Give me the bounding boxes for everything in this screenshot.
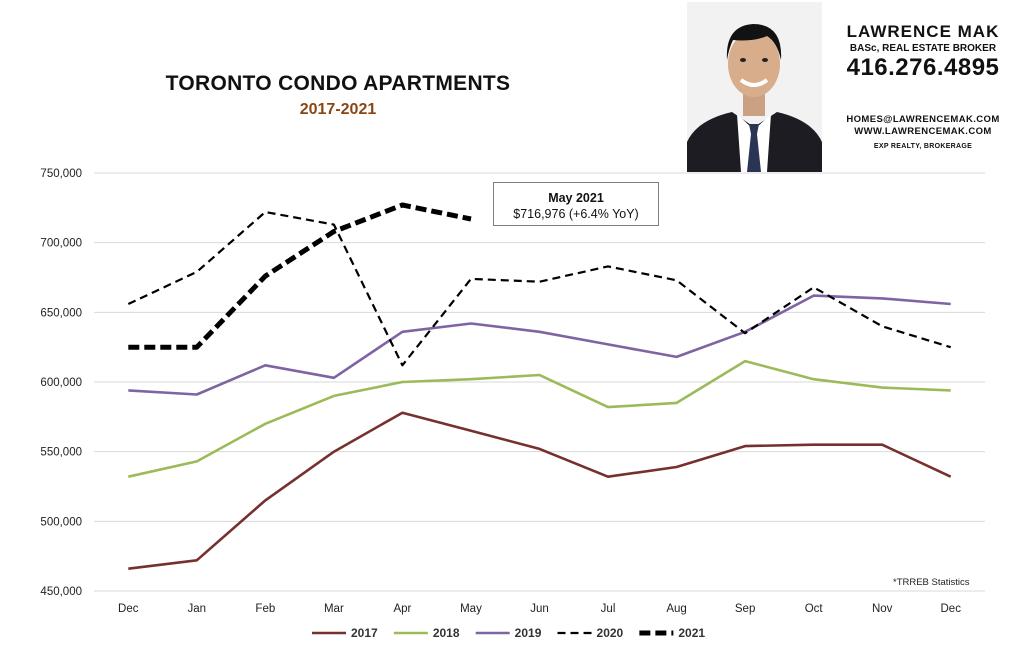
x-tick-label: Jun — [530, 603, 549, 615]
source-note: *TRREB Statistics — [893, 577, 970, 588]
chart-title: TORONTO CONDO APARTMENTS — [165, 72, 511, 95]
callout-line-2: $716,976 (+6.4% YoY) — [513, 207, 639, 221]
x-tick-label: Jan — [188, 603, 207, 615]
x-tick-label: Feb — [255, 603, 275, 615]
agent-email: HOMES@LAWRENCEMAK.COM — [846, 114, 1000, 125]
series-lines — [127, 202, 952, 570]
legend-item-2017: 2017 — [312, 626, 378, 640]
legend-label: 2019 — [515, 626, 542, 640]
legend-label: 2020 — [597, 626, 624, 640]
series-line-2019 — [128, 294, 951, 396]
agent-brokerage: EXP REALTY, BROKERAGE — [873, 143, 973, 150]
y-tick-label: 700,000 — [40, 238, 82, 250]
series-line-2018 — [128, 359, 951, 478]
x-tick-label: Nov — [872, 603, 893, 615]
agent-photo — [687, 2, 822, 172]
y-axis: 450,000 500,000 550,000 600,000 650,000 700,0… — [40, 168, 82, 598]
agent-name: LAWRENCE MAK — [846, 22, 1000, 41]
chart-subtitle: 2017-2021 — [299, 101, 377, 118]
x-tick-label: Aug — [666, 603, 686, 615]
y-tick-label: 650,000 — [40, 307, 82, 319]
legend-item-2020: 2020 — [557, 626, 624, 640]
legend: 2017 2018 2019 2020 2021 — [312, 626, 705, 640]
legend-item-2018: 2018 — [393, 626, 460, 640]
agent-info: LAWRENCE MAK BASc, REAL ESTATE BROKER 41… — [832, 22, 1014, 150]
series-line-2021 — [128, 202, 472, 350]
x-tick-label: Dec — [118, 603, 139, 615]
x-tick-label: Jul — [601, 603, 616, 615]
series-line-2017 — [128, 411, 952, 570]
agent-credentials: BASc, REAL ESTATE BROKER — [849, 43, 997, 54]
x-axis: Dec Jan Feb Mar Apr May Jun Jul Aug Sep Oct Nov Dec — [118, 603, 961, 615]
y-tick-label: 750,000 — [40, 168, 82, 180]
legend-label: 2018 — [433, 626, 460, 640]
agent-website: WWW.LAWRENCEMAK.COM — [854, 126, 992, 137]
y-tick-label: 600,000 — [40, 377, 82, 389]
y-tick-label: 450,000 — [40, 586, 82, 598]
agent-phone: 416.276.4895 — [846, 54, 1000, 81]
legend-item-2021: 2021 — [639, 626, 705, 640]
may-2021-callout: May 2021 $716,976 (+6.4% YoY) — [493, 182, 659, 226]
x-tick-label: May — [460, 603, 482, 615]
x-tick-label: Oct — [805, 603, 824, 615]
y-tick-label: 550,000 — [40, 447, 82, 459]
x-tick-label: Apr — [393, 603, 411, 615]
legend-label: 2017 — [351, 626, 378, 640]
x-tick-label: Sep — [735, 603, 755, 615]
callout-line-1: May 2021 — [548, 191, 604, 205]
y-tick-label: 500,000 — [40, 516, 82, 528]
x-tick-label: Dec — [941, 603, 962, 615]
legend-label: 2021 — [678, 626, 705, 640]
legend-item-2019: 2019 — [475, 626, 542, 640]
x-tick-label: Mar — [324, 603, 344, 615]
